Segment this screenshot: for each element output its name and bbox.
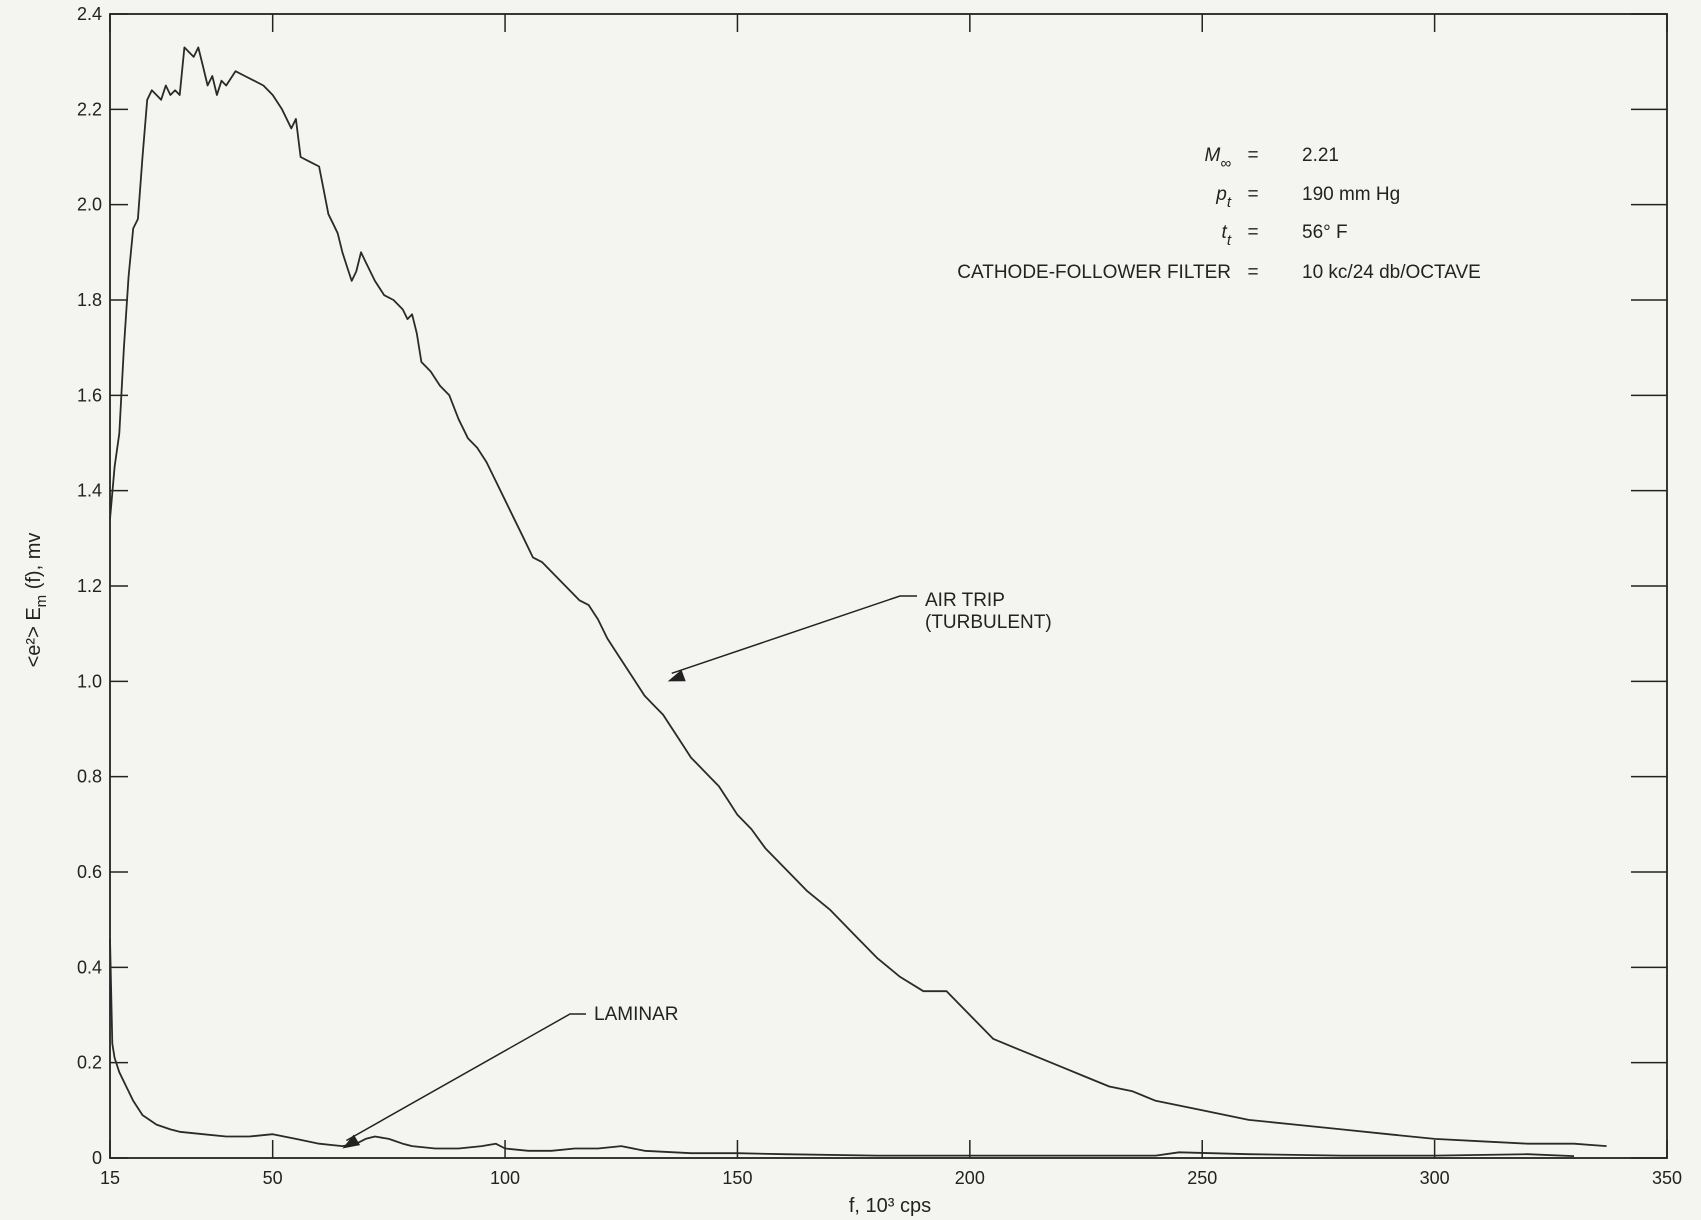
condition-row: M∞ = 2.21 — [1204, 145, 1339, 172]
leader-line — [346, 1013, 586, 1142]
x-tick-label: 100 — [490, 1168, 520, 1188]
arrowhead — [342, 1134, 361, 1149]
y-axis-title-sub: m — [33, 595, 50, 608]
condition-equals: = — [1247, 184, 1258, 205]
y-tick-label: 0 — [92, 1148, 102, 1168]
x-tick-label: 15 — [100, 1168, 120, 1188]
x-tick-label: 250 — [1187, 1168, 1217, 1188]
condition-symbol-main: CATHODE-FOLLOWER FILTER — [957, 262, 1231, 283]
x-tick-label: 200 — [955, 1168, 985, 1188]
leader-line — [671, 595, 917, 675]
condition-symbol-main: t — [1222, 222, 1228, 243]
condition-equals: = — [1247, 262, 1258, 283]
y-tick-label: 0.8 — [77, 767, 102, 787]
y-tick-label: 0.6 — [77, 862, 102, 882]
series-label-line: LAMINAR — [594, 1004, 678, 1025]
condition-value: 56° F — [1302, 222, 1348, 243]
condition-row: pt = 190 mm Hg — [1215, 184, 1400, 211]
y-axis-title-main: <e²> E — [23, 607, 45, 667]
condition-symbol-main: M — [1204, 145, 1220, 166]
laminar-curve — [109, 938, 1575, 1157]
x-tick-label: 300 — [1420, 1168, 1450, 1188]
x-tick-label: 350 — [1652, 1168, 1682, 1188]
laminar-label: LAMINAR — [342, 1004, 678, 1149]
series-label-line: AIR TRIP — [925, 590, 1005, 611]
series-label-line: (TURBULENT) — [925, 612, 1052, 633]
condition-symbol-sub: ∞ — [1220, 155, 1231, 172]
condition-symbol: M∞ — [1204, 145, 1231, 172]
condition-symbol: tt — [1222, 222, 1232, 249]
y-tick-label: 1.2 — [77, 576, 102, 596]
condition-row: tt = 56° F — [1222, 222, 1348, 249]
y-tick-label: 1.4 — [77, 481, 102, 501]
turbulent-curve — [109, 46, 1607, 1147]
y-tick-label: 2.4 — [77, 4, 102, 24]
condition-symbol-sub: t — [1227, 232, 1232, 249]
condition-symbol-main: p — [1215, 184, 1227, 205]
y-axis-title: <e²> Em (f), mv — [23, 533, 50, 668]
y-tick-label: 2.2 — [77, 99, 102, 119]
y-tick-label: 2.0 — [77, 195, 102, 215]
y-tick-label: 0.4 — [77, 957, 102, 977]
x-tick-label: 150 — [722, 1168, 752, 1188]
y-tick-label: 0.2 — [77, 1053, 102, 1073]
condition-symbol-sub: t — [1227, 194, 1232, 211]
condition-value: 190 mm Hg — [1302, 184, 1400, 205]
condition-symbol: CATHODE-FOLLOWER FILTER — [957, 262, 1231, 283]
y-tick-label: 1.8 — [77, 290, 102, 310]
condition-value: 10 kc/24 db/OCTAVE — [1302, 262, 1481, 283]
y-tick-label: 1.6 — [77, 385, 102, 405]
x-axis-title: f, 10³ cps — [849, 1195, 931, 1217]
x-tick-label: 50 — [263, 1168, 283, 1188]
arrowhead — [667, 669, 686, 682]
condition-equals: = — [1247, 222, 1258, 243]
y-axis-title-tail: (f), mv — [23, 533, 45, 595]
condition-equals: = — [1247, 145, 1258, 166]
y-tick-label: 1.0 — [77, 671, 102, 691]
turbulent-label: AIR TRIP(TURBULENT) — [667, 590, 1052, 682]
condition-row: CATHODE-FOLLOWER FILTER = 10 kc/24 db/OCTA… — [957, 262, 1481, 283]
condition-value: 2.21 — [1302, 145, 1339, 166]
condition-symbol: pt — [1215, 184, 1232, 211]
plot-frame — [109, 13, 1668, 1159]
